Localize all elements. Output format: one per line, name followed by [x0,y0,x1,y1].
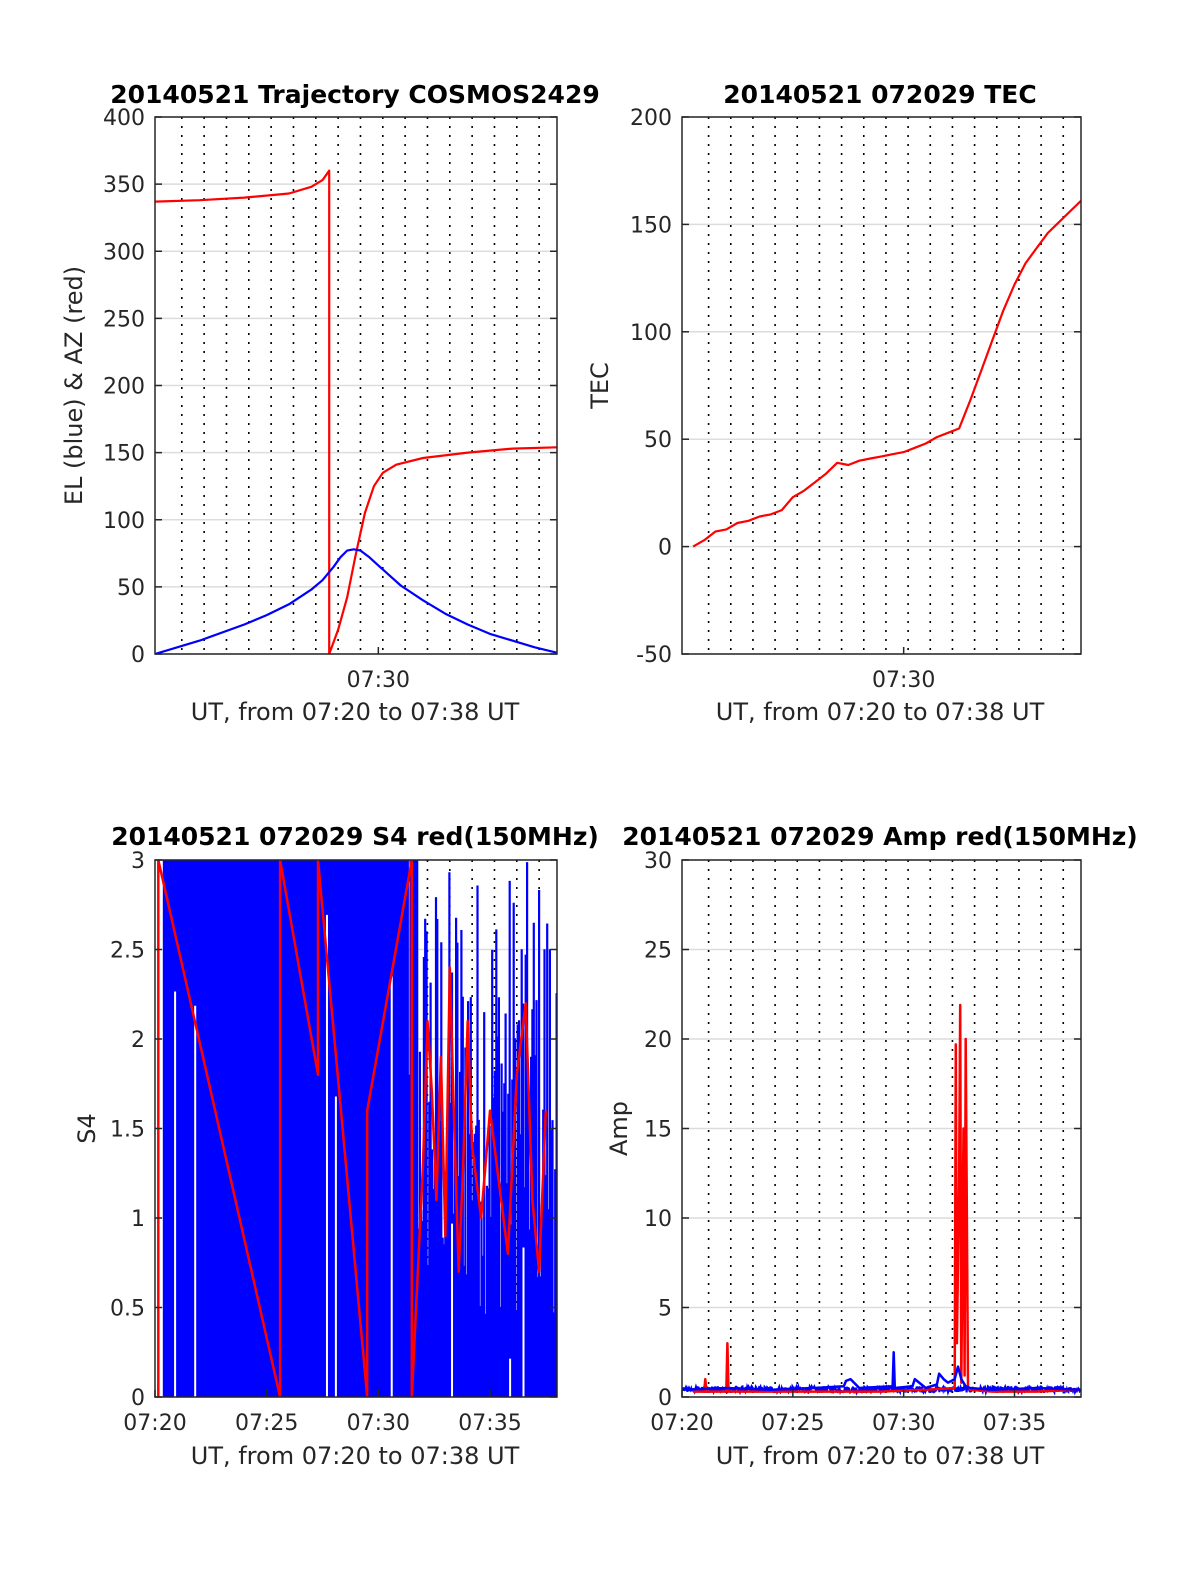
plot-area [682,1003,1081,1397]
x-axis-label: UT, from 07:20 to 07:38 UT [716,1442,1045,1470]
y-tick-label: 0.5 [110,1297,145,1322]
y-tick-label: 15 [644,1118,672,1143]
x-tick-label: 07:35 [458,1411,521,1436]
y-tick-label: 5 [658,1297,672,1322]
chart-title: 20140521 072029 Amp red(150MHz) [622,822,1138,851]
plot-area [692,200,1081,548]
y-tick-label: 300 [103,240,145,265]
x-tick-label: 07:25 [235,1411,298,1436]
y-tick-label: 50 [117,576,145,601]
y-tick-label: 20 [644,1028,672,1053]
y-tick-label: 150 [630,213,672,238]
chart-panel-4: 0 5 10 15 20 25 30 07:20 07:25 07:30 07:35 20140521… [605,822,1138,1470]
x-tick-label: 07:20 [650,1411,713,1436]
x-axis-label: UT, from 07:20 to 07:38 UT [191,1442,520,1470]
y-tick-label: 50 [644,428,672,453]
x-tick-label: 07:30 [347,668,410,693]
y-tick-label: 400 [103,106,145,131]
plot-area [155,169,557,654]
x-axis-label: UT, from 07:20 to 07:38 UT [716,698,1045,726]
chart-panel-2: -50 0 50 100 150 200 07:30 20140521 072029 TEC U… [586,80,1082,726]
y-axis-label: EL (blue) & AZ (red) [60,266,88,505]
series-line-2 [155,548,557,654]
x-tick-label: 07:25 [761,1411,824,1436]
y-tick-label: -50 [636,643,672,668]
series-line-2 [682,1351,1081,1392]
plot-area [157,860,557,1397]
y-tick-label: 200 [630,106,672,131]
chart-panel-3: 0 0.5 1 1.5 2 2.5 3 07:20 07:25 07:30 07:35 2014052… [73,822,599,1470]
y-axis-label: S4 [73,1113,101,1144]
y-tick-label: 3 [131,849,145,874]
y-tick-label: 250 [103,307,145,332]
x-tick-label: 07:30 [872,668,935,693]
y-tick-label: 2.5 [110,939,145,964]
x-tick-label: 07:35 [983,1411,1046,1436]
y-tick-label: 30 [644,849,672,874]
chart-title: 20140521 072029 S4 red(150MHz) [111,822,599,851]
y-tick-label: 0 [131,643,145,668]
y-tick-label: 100 [630,321,672,346]
x-tick-label: 07:30 [872,1411,935,1436]
y-tick-label: 350 [103,173,145,198]
x-tick-label: 07:20 [123,1411,186,1436]
chart-panel-1: 0 50 100 150 200 250 300 350 400 07:30 20140521 Tr… [60,80,600,726]
y-tick-label: 150 [103,442,145,467]
chart-title: 20140521 072029 TEC [723,80,1036,109]
y-tick-label: 1 [131,1207,145,1232]
y-axis-label: Amp [605,1101,633,1156]
x-tick-label: 07:30 [347,1411,410,1436]
series-line-1 [155,169,557,654]
x-axis-label: UT, from 07:20 to 07:38 UT [191,698,520,726]
y-tick-label: 0 [658,1386,672,1411]
series-line-1 [693,1003,1081,1393]
series-line-1 [692,200,1081,548]
y-tick-label: 0 [131,1386,145,1411]
y-tick-label: 10 [644,1207,672,1232]
axes-box [681,116,1082,655]
chart-title: 20140521 Trajectory COSMOS2429 [110,80,600,109]
y-tick-label: 1.5 [110,1118,145,1143]
y-tick-label: 25 [644,939,672,964]
series-line-1 [157,860,548,1397]
y-tick-label: 2 [131,1028,145,1053]
y-tick-label: 100 [103,509,145,534]
y-axis-label: TEC [586,362,614,410]
y-tick-label: 0 [658,536,672,561]
y-tick-label: 200 [103,375,145,400]
